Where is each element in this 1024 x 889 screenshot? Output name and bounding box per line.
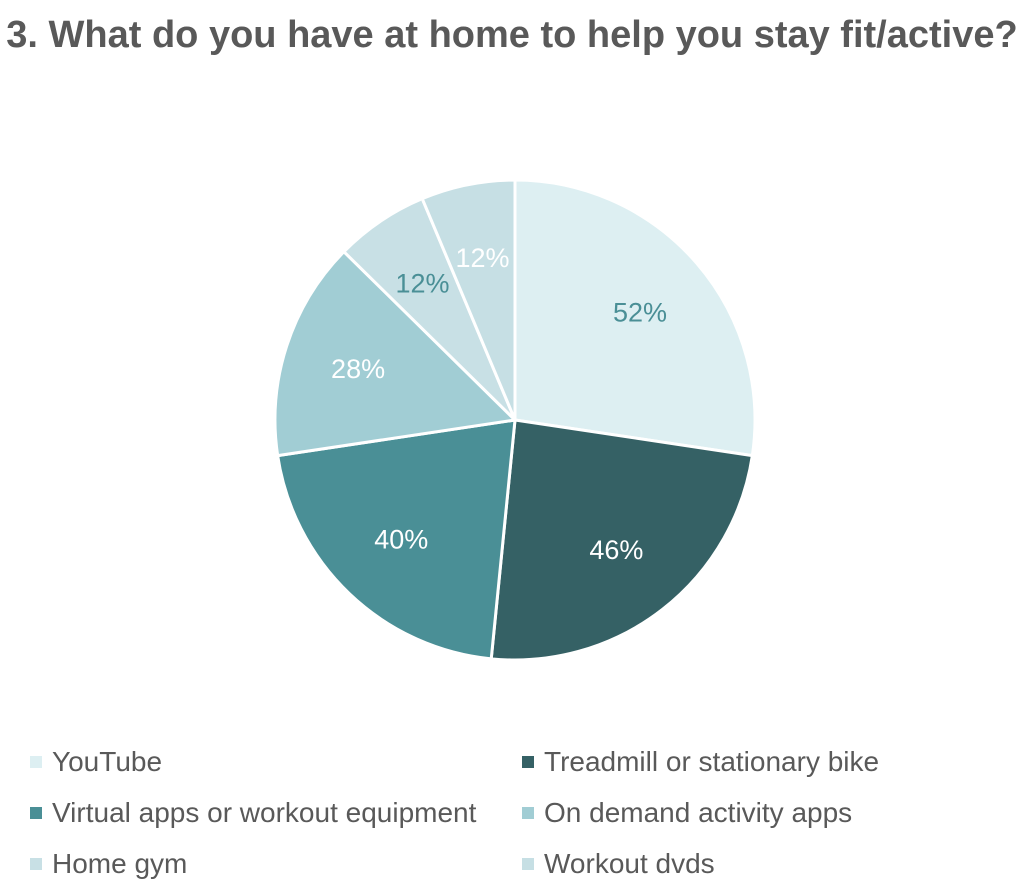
pie-slice-on-demand-activity-apps bbox=[273, 250, 517, 458]
data-label-youtube: 52% bbox=[613, 297, 667, 327]
pie-slice-workout-dvds bbox=[420, 178, 517, 422]
data-label-home-gym: 12% bbox=[395, 268, 449, 298]
legend-swatch bbox=[522, 755, 534, 768]
data-label-workout-dvds: 12% bbox=[455, 243, 509, 273]
legend-label: Virtual apps or workout equipment bbox=[52, 796, 477, 828]
legend-swatch bbox=[522, 806, 534, 819]
legend-label: Treadmill or stationary bike bbox=[544, 745, 880, 777]
legend-label: On demand activity apps bbox=[544, 796, 853, 828]
legend-label: Home gym bbox=[52, 847, 188, 879]
pie-data-labels: 52% 46% 40% 28% 12%12% bbox=[331, 243, 667, 565]
chart-title: 3. What do you have at home to help you … bbox=[6, 14, 1018, 56]
data-label-on-demand-activity-apps: 28% bbox=[331, 354, 385, 384]
legend-swatch bbox=[522, 857, 534, 870]
pie-slices bbox=[273, 178, 757, 662]
legend-item-treadmill-or-stationary-bike: Treadmill or stationary bike bbox=[522, 736, 1010, 787]
legend-item-workout-dvds: Workout dvds bbox=[522, 838, 1010, 889]
data-label-treadmill-or-stationary-bike: 46% bbox=[589, 535, 643, 565]
data-label-virtual-apps-or-workout-equipment: 40% bbox=[374, 525, 428, 555]
pie-slice-treadmill-or-stationary-bike bbox=[489, 418, 754, 662]
pie-slice-youtube bbox=[513, 178, 757, 458]
pie-slice-virtual-apps-or-workout-equipment bbox=[276, 418, 517, 661]
legend-item-home-gym: Home gym bbox=[30, 838, 522, 889]
legend-item-virtual-apps-or-workout-equipment: Virtual apps or workout equipment bbox=[30, 787, 522, 838]
legend-item-on-demand-activity-apps: On demand activity apps bbox=[522, 787, 1010, 838]
legend-item-youtube: YouTube bbox=[30, 736, 522, 787]
legend-swatch bbox=[30, 806, 42, 819]
legend-swatch bbox=[30, 755, 42, 768]
legend-label: Workout dvds bbox=[544, 847, 715, 879]
legend-swatch bbox=[30, 857, 42, 870]
chart-legend: YouTube Treadmill or stationary bike Virtu… bbox=[30, 736, 1010, 889]
legend-label: YouTube bbox=[52, 745, 163, 777]
